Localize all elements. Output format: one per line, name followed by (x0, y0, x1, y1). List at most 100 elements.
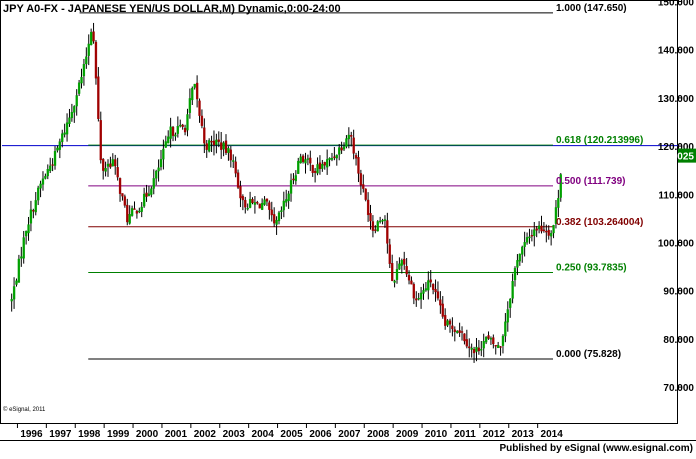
candle-body (318, 162, 322, 170)
candle-body (540, 225, 543, 232)
candle-body (181, 124, 184, 127)
candle-body (292, 178, 295, 181)
candle-body (393, 280, 396, 283)
fib-level-label: 0.500 (111.739) (556, 176, 626, 187)
candle-body (102, 159, 105, 171)
y-tick-label: 90.000 (663, 287, 694, 298)
candle-body (511, 281, 514, 299)
candle-body (97, 76, 100, 120)
candle-body (340, 147, 343, 151)
candle-body (525, 237, 529, 243)
candle-body (277, 212, 281, 222)
candle-body (227, 147, 230, 153)
x-tick-label: 2012 (483, 429, 506, 440)
candle-body (169, 126, 172, 139)
candle-body (208, 140, 211, 152)
candle-body (171, 126, 175, 136)
candle-body (359, 173, 363, 186)
candle-body (63, 132, 66, 135)
date-axis (0, 424, 696, 440)
fib-level-label: 0.382 (103.264004) (556, 217, 643, 228)
candle-body (403, 258, 406, 265)
candle-body (280, 210, 283, 213)
candle-body (126, 204, 129, 223)
candle-body (362, 184, 365, 189)
candle-body (145, 192, 148, 197)
candle-body (128, 214, 131, 224)
candle-body (260, 203, 264, 210)
candle-body (167, 136, 170, 144)
candle-body (205, 143, 208, 150)
candle-body (224, 140, 228, 154)
candle-body (138, 210, 141, 213)
candle-body (313, 170, 317, 173)
candle-body (239, 186, 242, 199)
candle-body (152, 178, 155, 189)
candle-body (439, 299, 442, 306)
candle-body (400, 260, 403, 266)
candle-body (330, 157, 334, 160)
candle-body (506, 309, 509, 323)
candle-body (186, 114, 189, 131)
candle-body (378, 220, 382, 223)
candle-body (150, 188, 153, 195)
candle-body (75, 95, 78, 107)
candle-body (453, 329, 456, 333)
candle-body (444, 315, 447, 326)
candle-body (162, 148, 165, 160)
candle-body (484, 336, 488, 343)
candle-body (552, 225, 555, 234)
y-tick-label: 70.000 (663, 383, 694, 394)
x-tick-label: 2011 (454, 429, 476, 440)
candle-body (513, 268, 517, 281)
candle-body (155, 171, 158, 179)
candle-body (398, 263, 401, 270)
candle-body (236, 172, 240, 188)
y-tick-label: 130.000 (658, 94, 695, 105)
chart-title: JPY A0-FX - JAPANESE YEN/US DOLLAR,M) Dy… (3, 3, 341, 15)
candle-body (80, 76, 83, 84)
candle-body (56, 147, 59, 151)
candle-body (22, 237, 25, 259)
candle-body (301, 155, 305, 163)
x-tick-label: 1999 (107, 429, 130, 440)
footer-bar (0, 441, 696, 454)
y-tick-label: 140.000 (658, 46, 695, 57)
candle-body (92, 31, 95, 42)
candle-body (374, 229, 377, 231)
x-tick-label: 2002 (194, 429, 217, 440)
candle-body (44, 175, 47, 179)
candle-body (410, 280, 413, 285)
candle-body (316, 164, 319, 174)
candle-body (521, 246, 524, 255)
candle-body (89, 32, 93, 46)
candle-body (70, 111, 74, 119)
candle-body (176, 126, 179, 134)
price-axis (678, 0, 696, 424)
candle-body (366, 199, 370, 216)
candle-body (482, 341, 485, 349)
candle-body (106, 163, 110, 167)
candle-body (246, 208, 249, 210)
candle-body (528, 236, 531, 239)
fib-level-label: 0.000 (75.828) (556, 349, 621, 360)
candle-body (289, 180, 293, 194)
candle-body (253, 202, 257, 205)
candle-body (492, 337, 495, 345)
current-price-badge (678, 148, 696, 163)
candle-body (142, 193, 146, 207)
candle-body (68, 117, 71, 125)
candle-body (352, 137, 355, 154)
candle-body (37, 187, 40, 201)
candle-body (222, 142, 225, 150)
candle-body (34, 200, 37, 213)
candle-body (494, 344, 497, 347)
candle-body (215, 139, 218, 145)
candle-body (407, 275, 411, 281)
candle-body (210, 140, 213, 143)
candle-body (265, 198, 269, 202)
candle-body (463, 333, 466, 342)
candle-body (487, 335, 490, 339)
candle-body (77, 82, 81, 94)
